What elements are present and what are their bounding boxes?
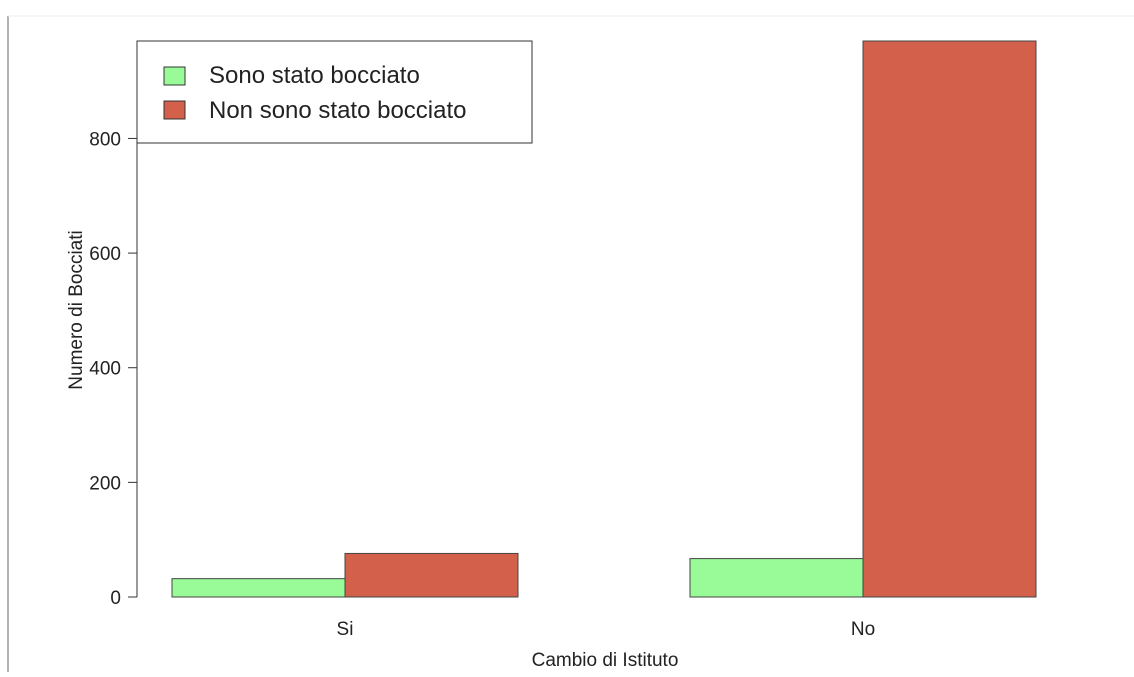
legend-box [136,40,533,144]
bar-no-series-1 [862,40,1037,598]
legend: Sono stato bocciato Non sono stato bocci… [136,40,533,144]
y-tick-label: 0 [110,588,121,609]
x-tick-label: No [851,619,875,640]
bars-group [171,40,1037,598]
y-axis-label: Numero di Bocciati [66,230,87,389]
bar-si-series-1 [344,552,519,598]
x-axis-tick-labels: Si No [337,619,876,640]
legend-label-sono-stato-bocciato: Sono stato bocciato [209,62,420,89]
y-axis-ticks: 0 200 400 600 800 [89,129,137,609]
legend-swatch-sono-stato-bocciato [163,66,186,86]
y-tick-label: 800 [89,129,121,150]
x-tick-label: Si [337,619,354,640]
legend-label-non-sono-stato-bocciato: Non sono stato bocciato [209,97,467,124]
y-tick-label: 200 [89,473,121,494]
bar-no-series-0 [689,558,864,598]
bar-si-series-0 [171,578,346,598]
legend-swatch-non-sono-stato-bocciato [163,100,186,120]
y-tick-label: 400 [89,359,121,380]
x-axis-label: Cambio di Istituto [532,650,679,671]
y-tick-label: 600 [89,244,121,265]
